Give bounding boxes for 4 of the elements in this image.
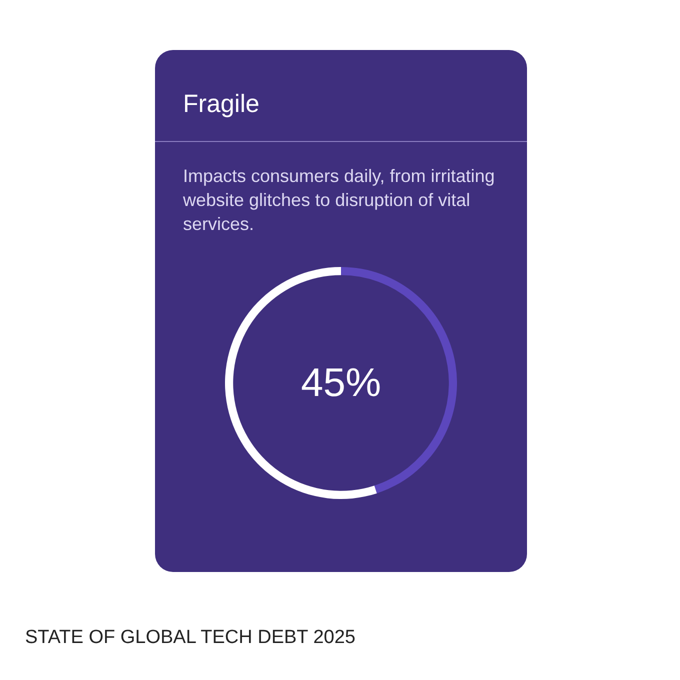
- chart-subtitle: Impacts consumers daily, from irritating website glitches to disruption of vital services.: [183, 165, 496, 236]
- chart-title: Fragile: [183, 90, 260, 119]
- text: STATE OF GLOBAL TECH DEBT 2025: [25, 627, 356, 649]
- data-label: 45%: [300, 361, 382, 406]
